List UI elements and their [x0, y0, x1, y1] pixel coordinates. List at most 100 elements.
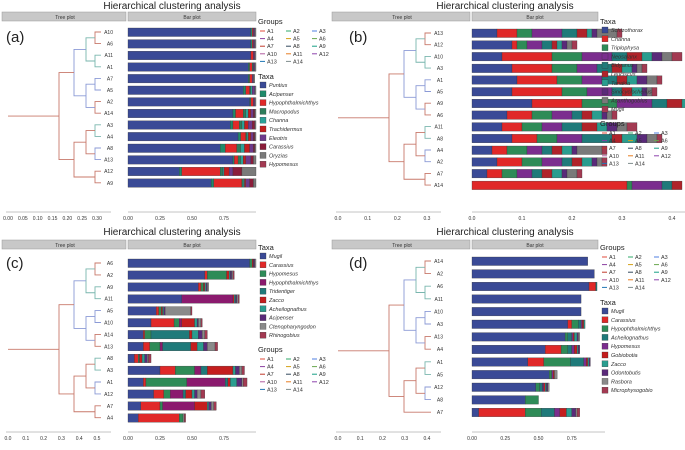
bar-segment [561, 122, 583, 132]
bar-segment [236, 143, 241, 153]
bar-segment [240, 155, 244, 165]
bar-tick-label: 0.1 [519, 216, 526, 222]
bar-tick-label: 0.25 [155, 216, 165, 222]
legend-taxa-label: Carassius [611, 318, 636, 324]
legend-taxa-label: Hypomesus [611, 344, 640, 350]
bar-header-bg [127, 11, 257, 22]
bar-segment [228, 167, 234, 176]
tree-branch [424, 260, 431, 275]
legend-group-label: A3 [319, 29, 326, 35]
bar-segment [545, 345, 562, 354]
bar-segment [248, 120, 253, 130]
tree-branch [94, 333, 101, 347]
bar-segment [471, 319, 568, 329]
bar-segment [127, 401, 141, 411]
bar-segment [138, 413, 180, 423]
tree-branch [424, 149, 431, 163]
bar-segment [162, 342, 191, 351]
bar-segment [471, 52, 503, 62]
bar-segment [207, 342, 216, 351]
tree-branch [94, 31, 101, 45]
bar-segment [184, 413, 186, 423]
bar-segment [578, 319, 582, 329]
legend-taxa-label: Macropodus [269, 109, 300, 115]
bar-segment [236, 377, 243, 387]
bar-segment [198, 318, 202, 328]
bar-segment [207, 282, 209, 292]
bar-segment [127, 74, 249, 84]
bar-segment [471, 382, 536, 392]
bar-segment [641, 63, 648, 73]
bar-segment [211, 178, 214, 188]
legend-taxa-title: Taxa [600, 17, 617, 26]
bar-segment [601, 145, 608, 155]
bar-segment [252, 39, 254, 49]
legend-group-label: A12 [319, 52, 329, 58]
bar-segment [671, 180, 683, 190]
leaf-label: A9 [107, 285, 113, 291]
bar-segment [159, 342, 163, 351]
bar-segment [626, 180, 633, 190]
bar-segment [570, 357, 584, 367]
bar-segment [471, 63, 513, 73]
bar-segment [578, 332, 580, 342]
bar-segment [223, 167, 230, 176]
legend-taxa-swatch [601, 334, 609, 341]
legend-taxa-label: Sinocyclocheilus [611, 90, 652, 96]
bar-segment [232, 155, 235, 165]
tree-tick-label: 0.5 [94, 436, 101, 442]
bar-segment [566, 169, 578, 179]
bar-segment [511, 87, 563, 97]
tree-branch [94, 147, 101, 161]
bar-segment [511, 134, 538, 143]
bar-segment [208, 401, 212, 411]
bar-segment [127, 167, 180, 176]
bar-segment [237, 294, 240, 304]
bar-segment [582, 319, 584, 329]
tree-tick-label: 0.0 [335, 436, 342, 442]
bar-segment [656, 75, 663, 85]
tree-branch [424, 285, 431, 300]
bar-segment [239, 120, 243, 130]
bar-segment [243, 377, 248, 387]
legend-group-label: A2 [635, 255, 642, 261]
bar-segment [551, 145, 563, 155]
bar-segment [559, 408, 567, 417]
legend-group-label: A14 [635, 161, 645, 167]
legend-taxa-label: Odontobutis [611, 371, 641, 377]
leaf-label: A1 [437, 360, 443, 366]
bar-segment [127, 39, 252, 49]
bar-segment [196, 318, 199, 328]
legend-group-label: A8 [635, 270, 642, 276]
bar-segment [253, 39, 255, 49]
leaf-label: A12 [434, 43, 443, 49]
bar-segment [571, 345, 575, 354]
tree-tick-label: 0.00 [3, 216, 13, 222]
legend-taxa-label: Hypophthalmichthys [611, 327, 661, 333]
bar-segment [175, 365, 195, 375]
bar-segment [244, 178, 246, 188]
legend-taxa-swatch [259, 117, 267, 124]
bar-segment [159, 365, 176, 375]
tree-branch [424, 386, 431, 401]
bar-segment [249, 178, 254, 188]
bar-segment [516, 28, 533, 38]
bar-segment [227, 377, 231, 387]
bar-segment [574, 345, 578, 354]
bar-segment [546, 382, 548, 392]
legend-group-label: A13 [267, 387, 277, 393]
leaf-label: A14 [104, 111, 113, 117]
legend-taxa-label: Neosalanx [611, 54, 637, 60]
legend-group-label: A8 [293, 372, 300, 378]
leaf-label: A5 [437, 372, 443, 378]
tree-branch [424, 336, 431, 350]
leaf-label: A10 [434, 54, 443, 60]
bar-segment [571, 40, 578, 50]
panel-c: Hierarchical clustering analysis (c) Tree … [1, 227, 329, 442]
bar-segment [231, 270, 234, 280]
leaf-label: A7 [437, 171, 443, 177]
legend-taxa-label: Carassius [269, 145, 294, 151]
legend-taxa-label: Leuciscus [611, 72, 636, 78]
legend-taxa-label: Ctenopharyngodon [269, 324, 316, 330]
legend-group-label: A14 [635, 285, 645, 291]
